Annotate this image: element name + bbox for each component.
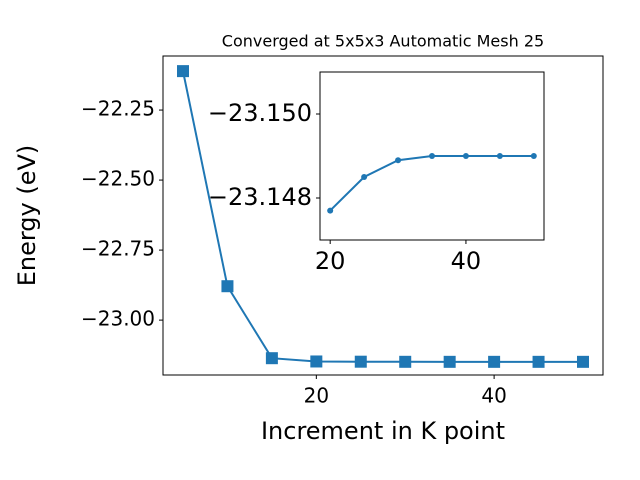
marker [443,355,456,368]
data-line [182,70,583,363]
chart-title: Converged at 5x5x3 Automatic Mesh 25 [222,32,544,51]
marker [310,355,323,368]
y-axis-label: Energy (eV) [13,145,41,287]
marker [429,153,435,159]
marker [488,355,501,368]
marker [177,65,189,78]
y-tick-label: −23.150 [208,99,312,127]
marker [361,174,368,180]
y-tick-label: −23.148 [208,183,312,211]
x-axis-label: Increment in K point [261,417,505,445]
y-tick-label: −22.50 [81,167,155,191]
marker [395,157,402,164]
marker [327,207,334,214]
marker [530,153,537,159]
marker [399,355,412,368]
y-tick-label: −22.25 [81,97,155,121]
marker [354,355,367,368]
marker [221,280,234,293]
x-tick-label: 40 [481,384,506,408]
marker [265,352,278,365]
marker [496,153,503,159]
x-tick-label: 20 [315,247,346,275]
marker [462,153,469,159]
x-tick-label: 40 [451,247,482,275]
marker [577,355,589,368]
x-tick-label: 20 [304,384,329,408]
y-tick-label: −22.75 [81,237,155,261]
marker [532,355,545,368]
y-tick-label: −23.00 [81,307,155,331]
